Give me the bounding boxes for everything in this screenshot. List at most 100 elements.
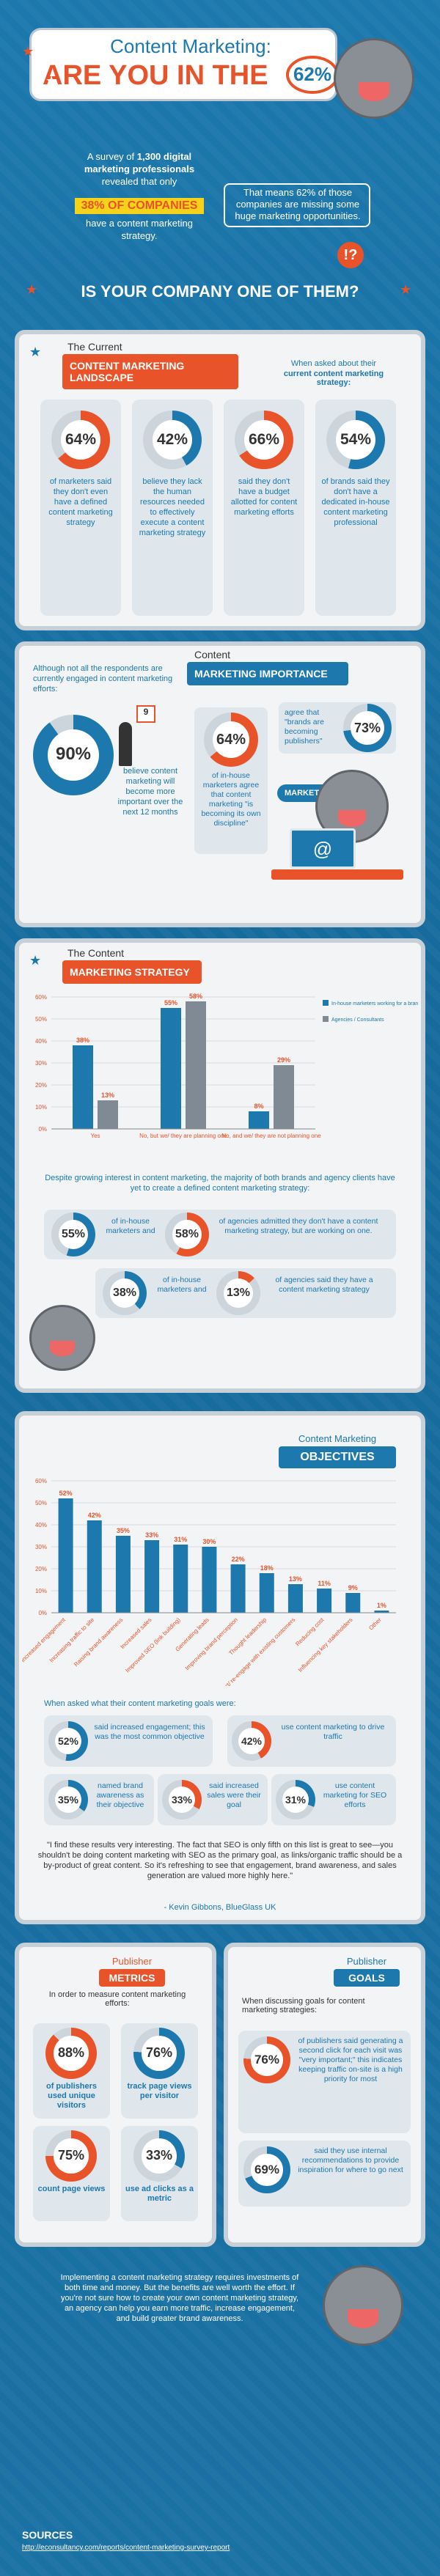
importance-big-hole — [48, 729, 99, 781]
source-link[interactable]: http://econsultancy.com/reports/content-… — [22, 2544, 230, 2552]
objective-stat-donut-pct: 52% — [54, 1727, 82, 1755]
metric-stat-donut-pct: 88% — [54, 2036, 89, 2071]
bar — [287, 1584, 303, 1613]
y-tick-label: 60% — [35, 994, 47, 1001]
bar — [202, 1547, 217, 1613]
bar-value-label: 13% — [101, 1092, 114, 1099]
strategy-pair-a-donut: 38% — [103, 1271, 147, 1315]
bar-value-label: 42% — [88, 1512, 101, 1519]
bar-value-label: 30% — [202, 1538, 216, 1545]
desk-illustration — [271, 869, 403, 880]
exclamation-icon: !? — [337, 242, 364, 268]
importance-big-pct: 90% — [55, 744, 92, 764]
bar-value-label: 9% — [348, 1584, 358, 1591]
importance-mid-donut: 64% — [204, 713, 258, 767]
strategy-pair-b-donut-pct: 13% — [223, 1278, 254, 1309]
strategy-summary: Despite growing interest in content mark… — [45, 1174, 395, 1193]
dog-mascot-illustration — [29, 1305, 95, 1371]
y-tick-label: 50% — [35, 1016, 47, 1023]
legend-swatch — [323, 1000, 329, 1006]
sources-label: SOURCES — [22, 2529, 73, 2541]
strategy-pair-a-donut: 55% — [51, 1212, 95, 1256]
bar — [230, 1564, 246, 1613]
x-tick-label: Increased engagement — [22, 1616, 67, 1664]
objective-stat-text: named brand awareness as their objective — [96, 1781, 144, 1809]
intro-highlight: 38% OF COMPANIES — [75, 198, 204, 214]
bar — [161, 1008, 181, 1129]
objective-stat-donut: 31% — [276, 1780, 315, 1819]
person-icon — [119, 722, 132, 766]
objective-stat-donut: 42% — [232, 1721, 271, 1761]
metric-stat-donut: 76% — [133, 2028, 185, 2079]
goal-stat-donut: 76% — [243, 2036, 290, 2083]
goals-ribbon: GOALS — [334, 1969, 400, 1987]
y-tick-label: 10% — [35, 1588, 47, 1594]
laptop-illustration: @ — [290, 828, 356, 869]
bar-value-label: 11% — [318, 1580, 331, 1587]
objectives-quote: "I find these results very interesting. … — [37, 1841, 403, 1880]
bar — [274, 1065, 294, 1129]
landscape-stat-donut: 66% — [235, 411, 293, 469]
landscape-stat-donut-pct: 66% — [243, 419, 285, 460]
goal-stat-donut-pct: 69% — [251, 2154, 283, 2186]
strategy-ribbon-top: The Content — [67, 947, 125, 959]
x-tick-label: Improved SEO (link building) — [124, 1616, 182, 1674]
strategy-pair-b-text: of agencies admitted they don't have a c… — [219, 1217, 378, 1235]
landscape-stat-text: of brands said they don't have a dedicat… — [321, 477, 390, 527]
bar — [345, 1593, 361, 1613]
question-heading: IS YOUR COMPANY ONE OF THEM? — [81, 282, 359, 301]
importance-right-donut: 73% — [343, 704, 392, 752]
objective-stat-donut-pct: 35% — [54, 1786, 82, 1814]
importance-ribbon-top: Content — [194, 649, 231, 660]
importance-mid-text: of in-house marketers agree that content… — [201, 771, 261, 828]
importance-mid-pct: 64% — [213, 721, 249, 758]
objectives-ribbon-top: Content Marketing — [298, 1433, 377, 1444]
bar-value-label: 38% — [76, 1037, 89, 1044]
landscape-ribbon-top: The Current — [67, 341, 122, 353]
bar — [317, 1589, 332, 1613]
objective-stat-donut-pct: 31% — [282, 1786, 309, 1814]
legend-label: Agencies / Consultants — [331, 1017, 384, 1023]
intro-left-a: A survey of — [87, 151, 137, 162]
header-pct-circle — [286, 56, 339, 94]
y-tick-label: 40% — [35, 1522, 47, 1528]
calendar-icon: 9 — [136, 705, 155, 723]
importance-lead: Although not all the respondents are cur… — [33, 664, 173, 693]
objective-stat-donut: 52% — [48, 1721, 88, 1761]
strategy-pair-a-text: of in-house marketers and — [106, 1217, 155, 1235]
bar — [259, 1573, 274, 1613]
bar — [173, 1545, 188, 1613]
strategy-chart: 0% 10% 20% 30% 40% 50% 60% 38% 13% Yes 55% 58% No, b… — [35, 993, 418, 1139]
bar-value-label: 33% — [145, 1531, 158, 1539]
x-tick-label: Reconnect/ re-engage with existing custo… — [207, 1616, 296, 1686]
intro-left-c: revealed that only — [101, 176, 177, 187]
metrics-ribbon-top: Publisher — [111, 1956, 153, 1967]
legend-label: In-house marketers working for a brand — [331, 1001, 418, 1007]
star-decoration-icon: ★ — [22, 44, 34, 59]
bar — [58, 1498, 73, 1613]
footer-text: Implementing a content marketing strateg… — [60, 2273, 299, 2323]
x-tick-label: Influencing key stakeholders — [297, 1616, 354, 1674]
legend-swatch — [323, 1016, 329, 1022]
bar-value-label: 8% — [254, 1103, 263, 1110]
bar — [144, 1540, 160, 1613]
dog-mascot-illustration — [323, 2265, 403, 2346]
intro-right-text: That means 62% of those companies are mi… — [235, 187, 361, 221]
goal-stat-text: of publishers said generating a second c… — [298, 2036, 403, 2083]
star-decoration-icon: ★ — [400, 282, 412, 297]
star-decoration-icon: ★ — [26, 282, 38, 297]
metric-stat-donut: 75% — [45, 2130, 97, 2182]
x-tick-label: Raising brand awareness — [73, 1616, 124, 1668]
bar — [374, 1611, 389, 1613]
landscape-stat-donut-pct: 54% — [335, 419, 376, 460]
y-tick-label: 60% — [35, 1478, 47, 1484]
goals-ribbon-top: Publisher — [346, 1956, 387, 1967]
bar — [249, 1111, 269, 1129]
landscape-ribbon: CONTENT MARKETING LANDSCAPE — [62, 354, 238, 389]
metric-stat-text: track page views per visitor — [127, 2082, 192, 2100]
objective-stat-text: use content marketing for SEO efforts — [323, 1781, 387, 1809]
y-tick-label: 10% — [35, 1104, 47, 1111]
landscape-stat-donut: 64% — [51, 411, 110, 469]
strategy-pair-a-text: of in-house marketers and — [157, 1276, 207, 1294]
star-decoration-icon: ★ — [45, 73, 58, 88]
